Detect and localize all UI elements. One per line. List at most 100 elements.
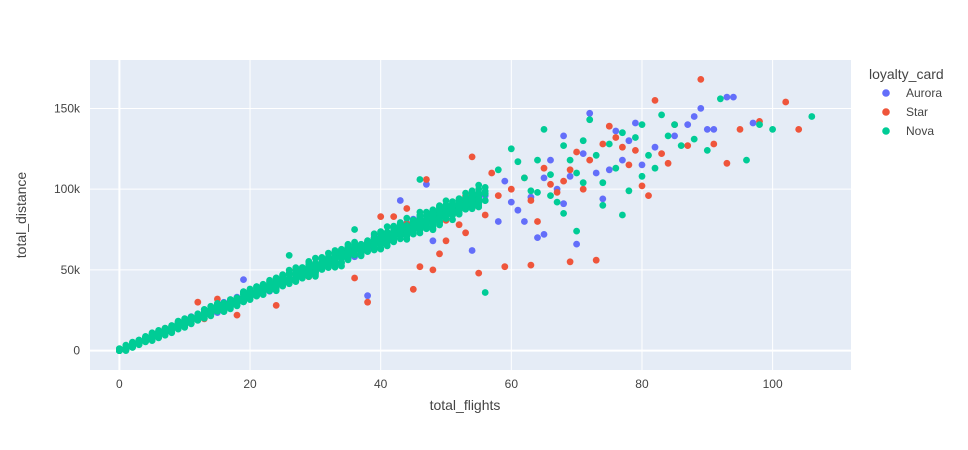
data-point-nova (135, 341, 143, 348)
data-point-nova (168, 324, 176, 331)
data-point-nova (468, 199, 476, 207)
data-point-star (651, 97, 659, 104)
y-tick-label: 0 (73, 344, 80, 358)
data-point-star (501, 263, 509, 271)
data-point-aurora (566, 172, 574, 180)
data-point-star (377, 213, 385, 221)
data-point-star (547, 180, 554, 188)
data-point-star (527, 197, 535, 204)
data-point-star (455, 221, 463, 229)
data-point-nova (808, 113, 816, 120)
data-point-aurora (697, 105, 705, 112)
data-point-star (645, 192, 652, 200)
data-point-aurora (703, 125, 711, 133)
data-point-nova (534, 189, 541, 196)
data-point-aurora (632, 119, 639, 127)
data-point-star (560, 177, 567, 185)
data-point-nova (566, 156, 574, 164)
data-point-nova (671, 121, 678, 128)
data-point-nova (468, 205, 476, 213)
data-point-nova (351, 246, 358, 254)
y-tick-label: 100k (54, 182, 81, 196)
data-point-nova (423, 208, 430, 216)
data-point-star (619, 143, 626, 151)
data-point-nova (481, 187, 489, 195)
data-point-nova (377, 241, 385, 249)
data-point-aurora (534, 234, 541, 242)
data-point-nova (174, 325, 182, 333)
data-point-nova (259, 287, 267, 295)
data-point-star (658, 150, 665, 158)
data-point-star (566, 166, 574, 174)
data-point-nova (220, 300, 228, 308)
data-point-nova (403, 214, 411, 222)
data-point-star (579, 185, 587, 193)
y-tick-label: 150k (54, 101, 81, 115)
data-point-star (475, 269, 483, 277)
data-point-nova (547, 192, 554, 200)
data-point-nova (233, 296, 241, 304)
data-point-aurora (540, 174, 548, 182)
legend-item-aurora[interactable]: Aurora (882, 86, 942, 100)
x-tick-label: 100 (763, 377, 783, 391)
data-point-nova (279, 272, 287, 280)
data-point-star (534, 218, 541, 225)
data-point-star (664, 159, 672, 167)
data-point-nova (331, 255, 339, 263)
data-point-star (272, 302, 280, 309)
data-point-nova (325, 256, 332, 264)
data-point-star (351, 274, 358, 282)
data-point-nova (220, 308, 228, 315)
data-point-star (494, 192, 502, 200)
data-point-nova (690, 135, 698, 143)
data-point-nova (514, 158, 522, 166)
y-axis-title: total_distance (13, 172, 29, 259)
data-point-star (468, 153, 476, 161)
data-point-star (429, 266, 437, 274)
legend[interactable]: loyalty_card Aurora Star Nova (869, 66, 944, 138)
data-point-nova (612, 164, 620, 172)
data-point-star (566, 258, 574, 266)
data-point-star (416, 263, 424, 271)
data-point-nova (285, 271, 293, 278)
data-point-aurora (494, 218, 502, 225)
data-point-nova (298, 268, 306, 276)
data-point-aurora (540, 231, 548, 238)
data-point-star (710, 140, 718, 148)
data-point-nova (181, 319, 189, 327)
data-point-nova (246, 291, 254, 299)
legend-item-star[interactable]: Star (882, 105, 928, 119)
data-point-nova (338, 254, 345, 262)
data-point-aurora (625, 137, 633, 145)
data-point-aurora (547, 156, 554, 164)
data-point-nova (383, 223, 391, 231)
data-point-nova (351, 238, 358, 246)
data-point-aurora (730, 93, 737, 101)
data-point-nova (664, 132, 672, 140)
data-point-nova (187, 316, 195, 324)
data-point-nova (416, 229, 424, 237)
data-point-star (194, 298, 202, 306)
data-point-nova (240, 297, 247, 305)
data-point-nova (579, 137, 587, 145)
data-point-nova (227, 303, 234, 311)
data-point-nova (658, 111, 665, 119)
data-point-star (462, 229, 469, 237)
legend-item-nova[interactable]: Nova (882, 124, 934, 138)
x-tick-label: 80 (635, 377, 649, 391)
data-point-nova (325, 264, 332, 271)
data-point-star (481, 211, 489, 219)
data-point-aurora (560, 200, 567, 208)
data-point-nova (579, 179, 587, 187)
data-point-nova (155, 328, 163, 336)
data-point-aurora (507, 198, 515, 206)
data-point-nova (396, 230, 404, 238)
data-point-nova (214, 305, 221, 313)
data-point-nova (148, 336, 156, 343)
data-point-nova (377, 234, 385, 242)
data-point-nova (161, 327, 169, 335)
data-point-nova (619, 211, 626, 219)
data-point-nova (619, 129, 626, 137)
data-point-star (488, 169, 496, 177)
data-point-nova (351, 226, 358, 233)
